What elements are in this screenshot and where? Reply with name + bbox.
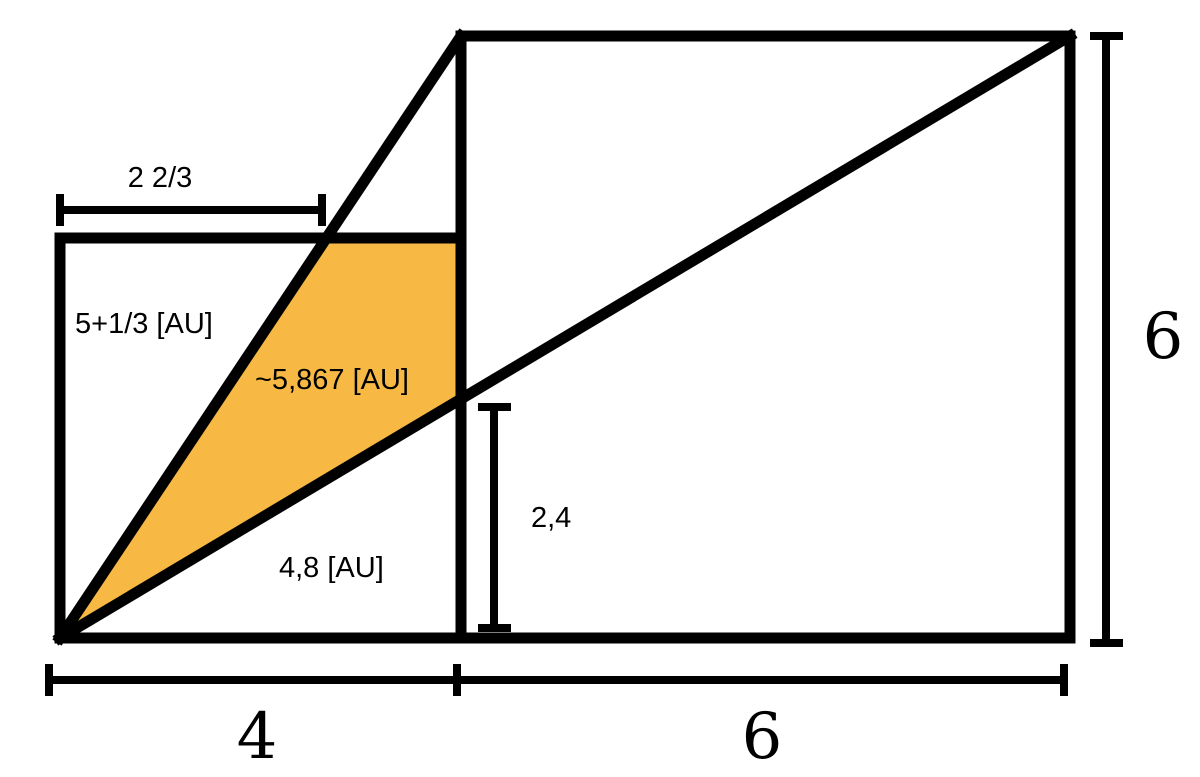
label-top-left-measure: 2 2/3 <box>128 162 193 194</box>
diagonal-to-top-right <box>52 28 1078 646</box>
dimension-bottom <box>45 664 1068 696</box>
label-bottom-right-width: 6 <box>742 700 783 774</box>
label-intersection-height: 2,4 <box>531 502 571 534</box>
dimension-right-height <box>1090 32 1123 647</box>
large-square-outline <box>455 30 1076 644</box>
dimension-intersection-height <box>478 403 511 632</box>
dimension-top-left <box>56 194 326 226</box>
label-bottom-triangle-area: 4,8 [AU] <box>279 552 384 584</box>
shaded-region <box>60 238 461 638</box>
label-shaded-area: ~5,867 [AU] <box>255 364 409 396</box>
label-left-triangle-area: 5+1/3 [AU] <box>75 308 213 340</box>
label-bottom-left-width: 4 <box>237 700 278 774</box>
diagonal-to-top-left <box>52 28 469 646</box>
label-right-height: 6 <box>1143 300 1184 374</box>
